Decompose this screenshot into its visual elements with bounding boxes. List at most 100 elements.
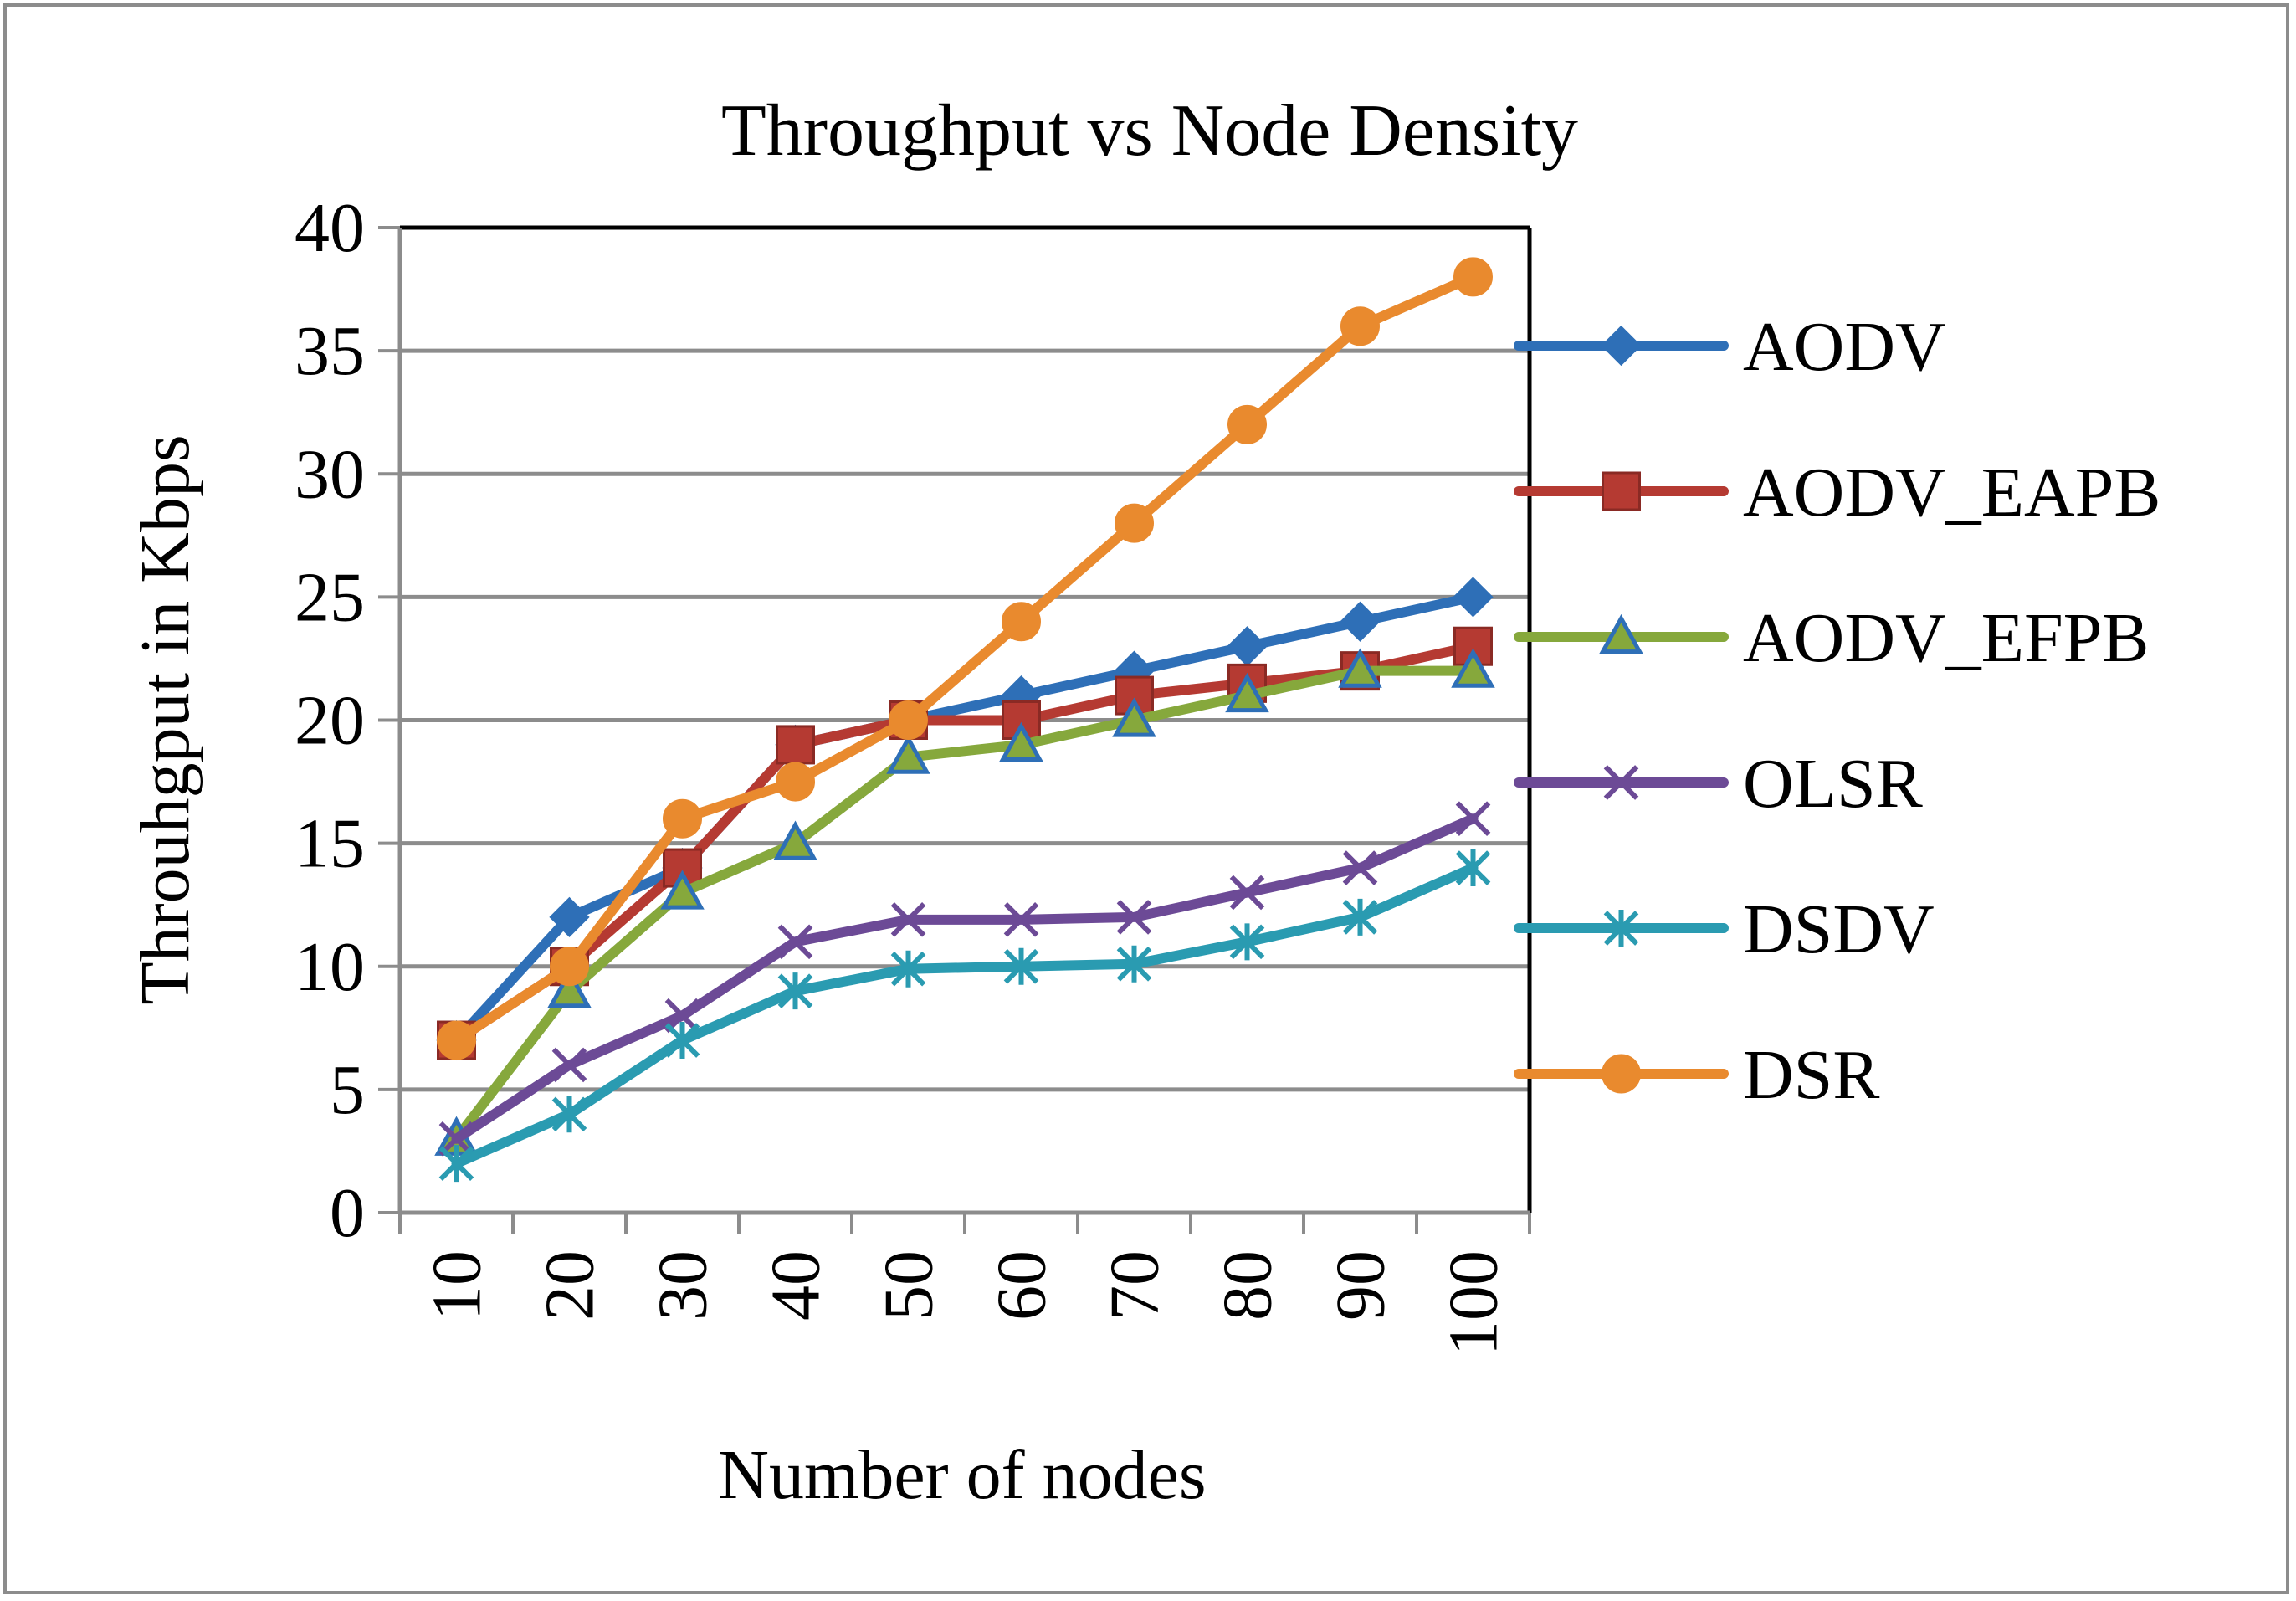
data-point-olsr xyxy=(1342,850,1378,885)
legend-marker-olsr-stroke xyxy=(1603,765,1639,800)
data-point-aodv-efpb xyxy=(1225,672,1269,713)
data-point-aodv-efpb xyxy=(1451,648,1495,688)
legend-marker-dsr xyxy=(1602,1054,1641,1094)
series-dsdv xyxy=(438,849,1491,1183)
data-point-aodv-efpb xyxy=(660,870,705,910)
legend-label-aodv: AODV xyxy=(1743,308,1946,386)
legend-item-dsr: DSR xyxy=(1514,1036,1879,1114)
data-point-dsdv xyxy=(777,972,813,1010)
data-point-dsdv xyxy=(551,1096,587,1133)
legend-label-olsr: OLSR xyxy=(1743,745,1923,823)
data-point-olsr xyxy=(551,1047,587,1083)
y-tick-label: 30 xyxy=(295,435,365,513)
data-point-dsr xyxy=(663,798,702,839)
legend-marker-aodv xyxy=(1601,325,1642,367)
data-point-olsr xyxy=(438,1121,474,1157)
data-point-olsr-stroke xyxy=(1116,900,1152,935)
data-point-dsdv xyxy=(664,1022,700,1060)
y-axis-label: Throuhgput in Kbps xyxy=(126,434,204,1004)
data-point-dsdv xyxy=(1003,947,1039,985)
legend-item-aodv-efpb: AODV_EFPB xyxy=(1514,599,2149,677)
y-tick-label: 15 xyxy=(295,805,365,883)
y-tick-label: 0 xyxy=(330,1174,365,1252)
data-point-dsdv xyxy=(1116,945,1152,983)
legend-label-aodv-eapb: AODV_EAPB xyxy=(1743,454,2160,531)
x-tick-label: 30 xyxy=(644,1250,722,1321)
y-tick-label: 20 xyxy=(295,682,365,760)
data-point-aodv-efpb xyxy=(886,734,930,774)
data-point-dsdv xyxy=(890,950,926,988)
data-point-dsr xyxy=(889,700,928,740)
data-point-olsr xyxy=(1229,875,1265,911)
x-tick-label: 50 xyxy=(870,1250,948,1321)
data-point-dsr xyxy=(776,762,815,802)
y-tick-label: 25 xyxy=(295,558,365,636)
data-point-olsr-stroke xyxy=(664,998,700,1034)
data-point-olsr xyxy=(1116,900,1152,935)
data-point-olsr-stroke xyxy=(1003,902,1039,937)
data-point-aodv-efpb xyxy=(547,968,592,1008)
data-point-aodv-efpb xyxy=(773,820,817,860)
x-tick-label: 40 xyxy=(757,1250,835,1321)
legend-label-aodv-efpb: AODV_EFPB xyxy=(1743,599,2149,677)
data-point-olsr-stroke xyxy=(777,924,813,960)
x-tick-label: 10 xyxy=(418,1250,496,1321)
y-tick-label: 5 xyxy=(330,1051,365,1129)
series-line-aodv-eapb xyxy=(451,641,1479,1046)
data-point-olsr xyxy=(777,924,813,960)
series-line-dsr xyxy=(451,271,1479,1046)
data-point-aodv xyxy=(1227,626,1268,667)
data-point-dsr xyxy=(550,947,589,987)
legend-marker-aodv-eapb xyxy=(1602,471,1641,511)
data-point-dsdv xyxy=(438,1145,474,1183)
data-point-aodv-efpb xyxy=(1112,697,1156,737)
y-tick-label: 10 xyxy=(295,928,365,1006)
legend-marker-aodv-efpb xyxy=(1599,613,1643,654)
data-point-olsr xyxy=(1003,902,1039,937)
data-point-dsr xyxy=(437,1020,476,1060)
y-tick-label: 35 xyxy=(295,312,365,390)
data-point-olsr-stroke xyxy=(551,1047,587,1083)
legend-item-aodv-eapb: AODV_EAPB xyxy=(1514,454,2160,531)
data-point-dsr xyxy=(1115,503,1154,543)
data-point-dsdv xyxy=(1342,898,1378,936)
data-point-olsr-stroke xyxy=(1342,850,1378,885)
legend-label-dsdv: DSDV xyxy=(1743,890,1935,968)
data-point-aodv xyxy=(549,896,590,938)
legend-marker-olsr xyxy=(1603,765,1639,800)
chart-frame xyxy=(3,3,2289,1594)
data-point-dsdv xyxy=(1455,849,1491,887)
data-point-olsr-stroke xyxy=(438,1121,474,1157)
legend-item-dsdv: DSDV xyxy=(1514,890,1935,968)
legend-marker-dsdv xyxy=(1603,910,1639,947)
data-point-dsr xyxy=(1002,602,1041,642)
series-line-aodv xyxy=(451,592,1479,1046)
data-point-dsdv xyxy=(1229,923,1265,961)
series-line-olsr xyxy=(451,813,1479,1144)
series-aodv-efpb xyxy=(434,648,1495,1156)
data-point-aodv-efpb xyxy=(999,721,1043,762)
legend-item-olsr: OLSR xyxy=(1514,745,1923,823)
data-point-dsr xyxy=(1227,404,1267,444)
data-point-olsr xyxy=(890,902,926,937)
y-tick-label: 40 xyxy=(295,189,365,267)
x-tick-label: 80 xyxy=(1209,1250,1287,1321)
x-tick-label: 90 xyxy=(1322,1250,1400,1321)
x-tick-label: 100 xyxy=(1435,1250,1513,1356)
data-point-aodv-eapb xyxy=(776,725,815,765)
x-tick-label: 70 xyxy=(1096,1250,1174,1321)
x-tick-label: 60 xyxy=(983,1250,1061,1321)
x-axis-label: Number of nodes xyxy=(718,1436,1206,1514)
chart-title: Throughput vs Node Density xyxy=(721,90,1578,172)
data-point-olsr-stroke xyxy=(1455,801,1491,837)
data-point-dsr xyxy=(1453,257,1493,297)
series-olsr xyxy=(438,801,1491,1157)
series-line-aodv-efpb xyxy=(451,665,1479,1144)
series-line-dsdv xyxy=(451,863,1479,1169)
data-point-olsr-stroke xyxy=(1229,875,1265,911)
axes: 0 5 10 15 20 25 30 35 40 10 20 30 40 50 60 70 80 90 100 xyxy=(295,189,1532,1356)
series-dsr xyxy=(437,257,1493,1060)
data-point-aodv xyxy=(1340,601,1381,642)
x-tick-label: 20 xyxy=(531,1250,609,1321)
data-point-aodv xyxy=(1453,577,1494,618)
